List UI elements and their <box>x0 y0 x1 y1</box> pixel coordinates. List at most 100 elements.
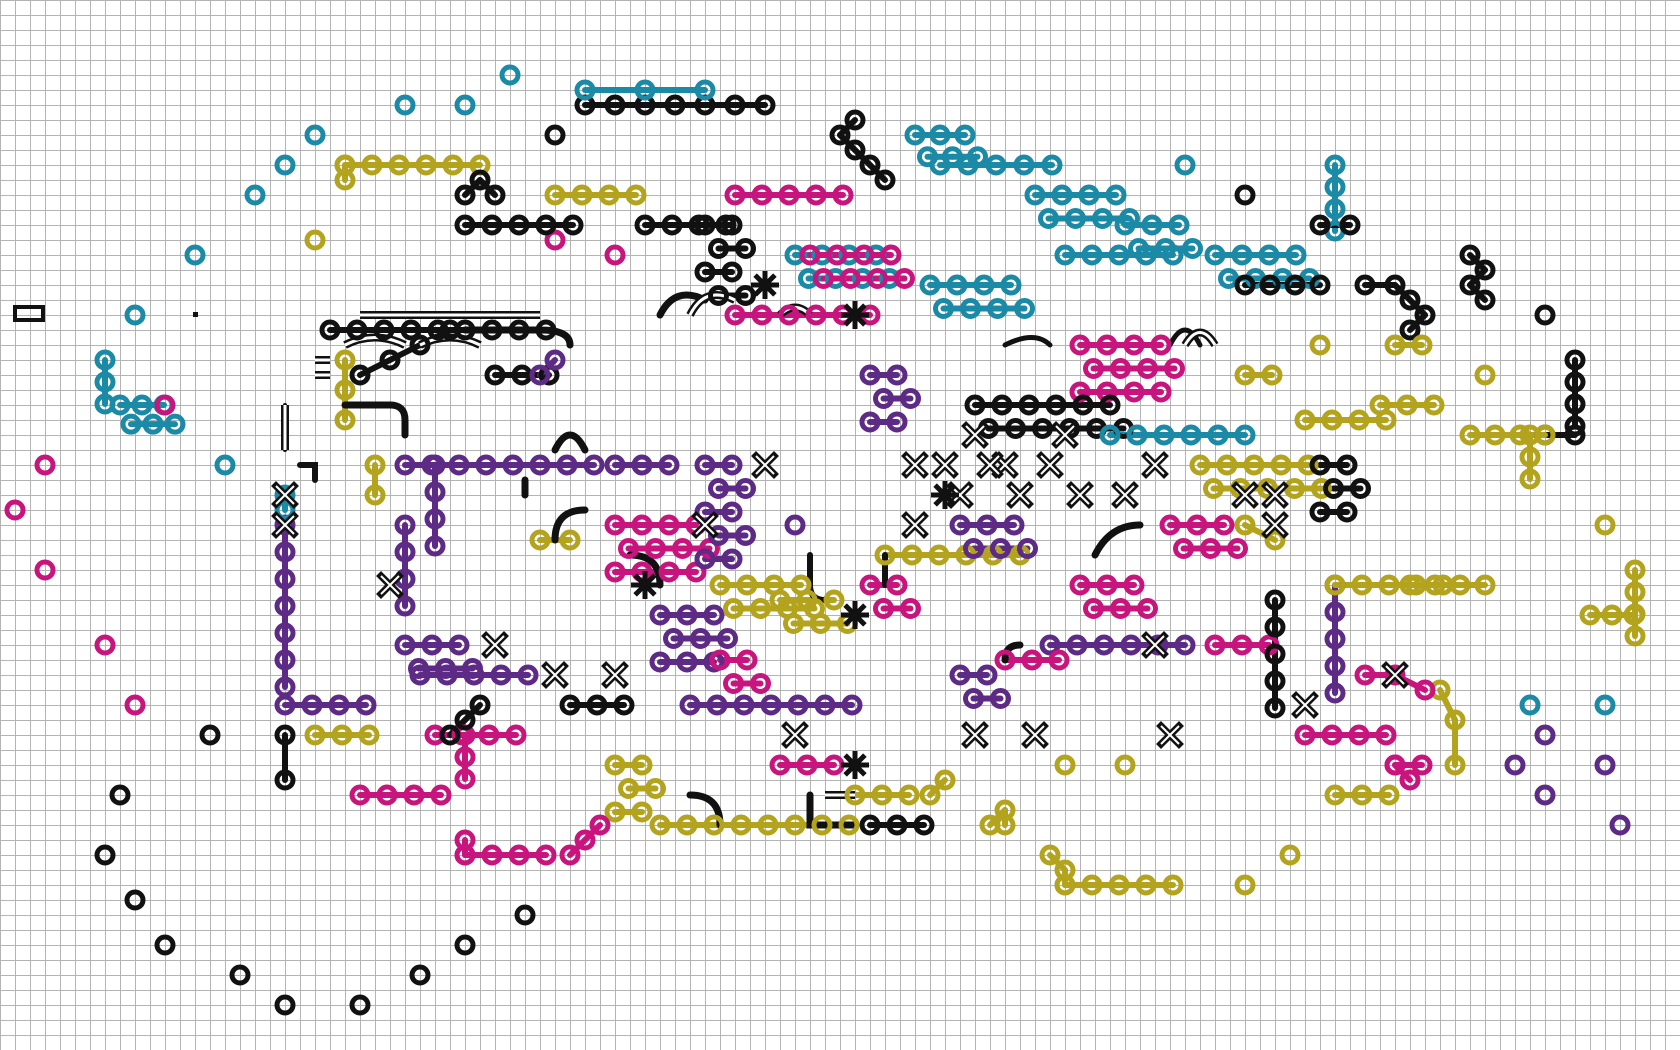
cross-mark-inner <box>380 575 400 595</box>
ring-node <box>1128 237 1149 259</box>
ring-node <box>1378 574 1400 596</box>
ring-node <box>703 814 725 836</box>
cross-mark-inner <box>545 665 565 685</box>
dot-marker <box>193 312 198 317</box>
ring-node <box>430 784 452 806</box>
ring-node <box>424 535 446 557</box>
ring-node <box>736 649 758 671</box>
ring-node <box>1168 214 1190 236</box>
ring-node <box>358 724 380 746</box>
ring-node <box>1564 393 1586 415</box>
ring-node <box>514 904 536 926</box>
ring-node <box>598 184 620 206</box>
cross-mark-inner <box>485 635 505 655</box>
ring-node <box>721 261 743 283</box>
ring-node <box>783 612 804 634</box>
ring-node <box>694 79 716 101</box>
ring-node <box>571 184 593 206</box>
ring-node <box>1411 334 1433 356</box>
ring-node <box>481 844 503 866</box>
ring-node <box>976 514 998 536</box>
ring-node <box>708 477 729 499</box>
ring-node <box>987 297 1008 319</box>
ring-node <box>394 94 416 116</box>
ring-node <box>244 184 266 206</box>
ring-node <box>894 267 915 289</box>
ring-node <box>544 184 566 206</box>
ring-node <box>1624 559 1646 581</box>
ring-node <box>1032 417 1053 439</box>
ring-node <box>946 274 968 296</box>
ring-node <box>508 844 530 866</box>
ring-node <box>475 454 497 476</box>
ring-node <box>424 481 446 503</box>
ring-node <box>750 597 771 619</box>
ring-node <box>1005 417 1026 439</box>
ring-node <box>502 454 524 476</box>
ring-node <box>394 634 416 656</box>
ring-node <box>484 364 506 386</box>
ring-node <box>976 664 998 686</box>
ring-node <box>735 524 756 546</box>
ring-node <box>784 514 806 536</box>
ring-node <box>634 79 656 101</box>
ring-node <box>805 184 827 206</box>
ring-node <box>960 297 981 319</box>
ring-node <box>721 501 743 523</box>
arc-link <box>551 431 589 454</box>
ring-node <box>499 64 521 86</box>
ring-node <box>672 537 693 559</box>
ring-node <box>1324 601 1346 623</box>
ring-node <box>1309 501 1331 523</box>
ring-node <box>469 169 491 191</box>
ring-node <box>724 184 746 206</box>
ring-node <box>736 574 758 596</box>
ring-node <box>334 379 356 401</box>
ring-node <box>838 814 860 836</box>
ring-node <box>813 267 834 289</box>
ring-node <box>346 319 368 341</box>
ring-node <box>535 214 557 236</box>
ring-node <box>34 559 56 581</box>
ring-node <box>1039 844 1061 866</box>
ring-node <box>769 754 791 776</box>
ring-node <box>1234 364 1256 386</box>
ring-node <box>319 319 341 341</box>
ring-node <box>1081 244 1103 266</box>
ring-node <box>874 169 896 191</box>
ring-node <box>784 814 806 836</box>
rect-marker <box>13 305 45 322</box>
ring-node <box>811 814 833 836</box>
ring-node <box>1601 604 1623 626</box>
ring-node <box>415 154 437 176</box>
ring-node <box>1284 274 1306 296</box>
ring-node <box>634 214 656 236</box>
ring-node <box>1444 754 1466 776</box>
ring-node <box>898 784 920 806</box>
ring-node <box>34 454 56 476</box>
ring-node <box>1459 274 1481 296</box>
ring-node <box>676 814 698 836</box>
ring-node <box>124 694 146 716</box>
ring-node <box>934 769 956 791</box>
ring-node <box>1114 214 1136 236</box>
ring-node <box>1258 244 1280 266</box>
ring-node <box>94 371 116 393</box>
ring-node <box>1351 784 1373 806</box>
ring-node <box>1264 529 1286 551</box>
ring-node <box>124 304 146 326</box>
ring-node <box>1564 415 1586 437</box>
ring-node <box>349 784 371 806</box>
cross-mark-inner <box>1055 425 1075 445</box>
ring-node <box>694 454 716 476</box>
ring-node <box>708 237 729 259</box>
ring-node <box>1257 477 1278 499</box>
ring-node <box>886 814 908 836</box>
ring-node <box>1414 679 1436 701</box>
ring-node <box>556 454 578 476</box>
ring-node <box>1351 574 1373 596</box>
ring-node <box>1083 357 1104 379</box>
ring-node <box>1484 424 1506 446</box>
ring-node <box>690 627 711 649</box>
